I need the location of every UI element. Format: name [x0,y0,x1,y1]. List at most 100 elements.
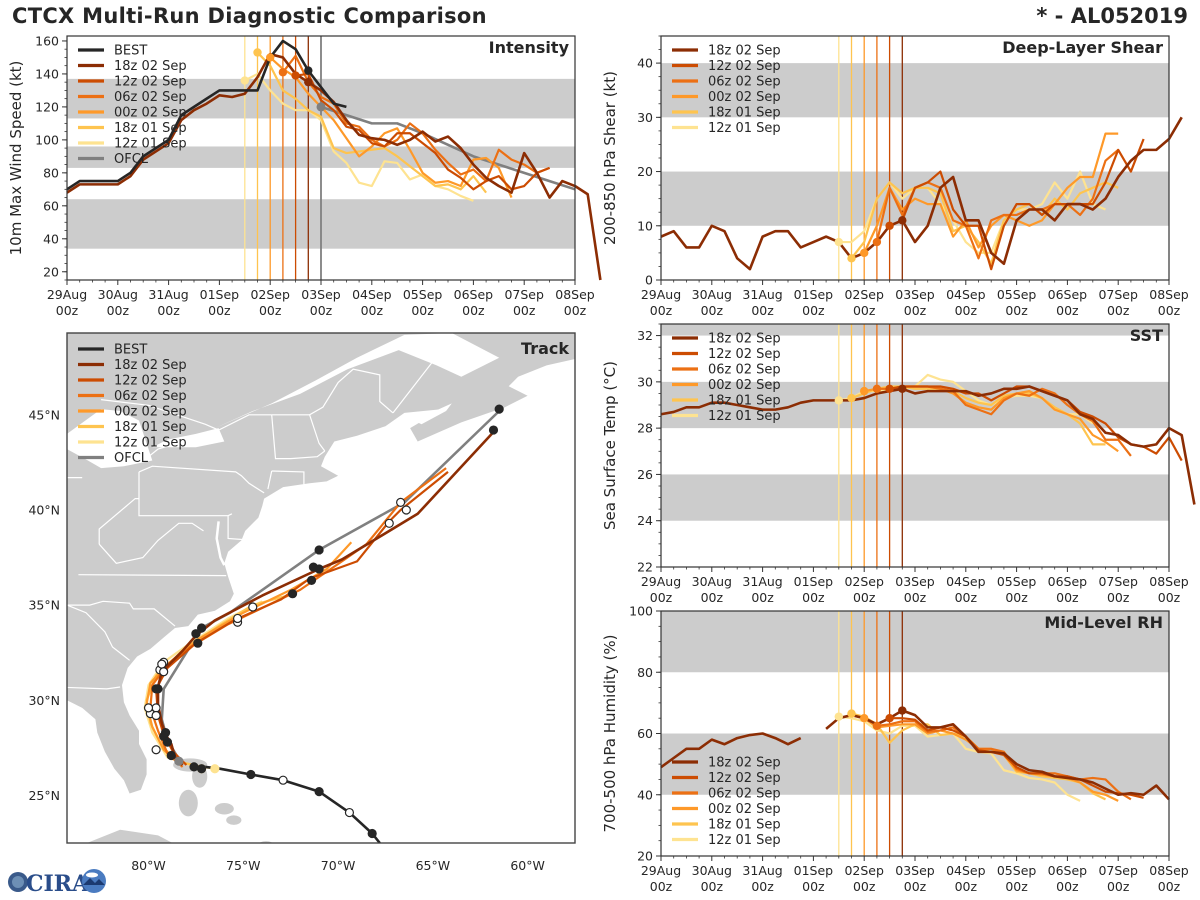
x-tick-label: 04Sep [352,287,392,302]
track-point-18z-02-sep [153,684,163,694]
map-frame [66,332,576,844]
x-tick-label: 01Sep [794,863,834,878]
y-tick-label: 100 [35,132,59,147]
storm-id: * - AL052019 [1036,4,1188,28]
init-marker-18z-02-sep [898,384,907,393]
init-marker-00z-02-sep [266,53,275,62]
political-border [138,471,233,517]
x-tick-label: 01Sep [794,574,834,589]
y-tick-label: 30 [637,374,653,389]
track-point-best [189,762,199,772]
x-tick-label: 30Aug [692,863,732,878]
x-tick-sublabel: 00z [1107,879,1130,894]
x-tick-label: 08Sep [1149,574,1189,589]
init-marker-12z-01-sep [834,237,843,247]
track-point-18z-02-sep [166,750,176,761]
political-border [392,353,443,414]
legend-label-00z-02-sep: 00z 02 Sep [708,90,781,105]
series-line-12z-01-sep [838,715,1081,802]
y-tick-label: 40 [637,787,653,802]
track-point-18z-02-sep [160,728,171,738]
x-tick-sublabel: 00z [802,879,825,894]
init-marker-06z-02-sep [872,384,882,393]
track-point-best [314,787,324,797]
x-tick-sublabel: 00z [1056,303,1079,318]
y-tick-label: 80 [637,665,653,680]
legend-label-best: BEST [114,343,147,358]
track-point-ofcl [174,756,184,766]
x-tick-sublabel: 00z [1107,590,1130,605]
y-tick-label: 26 [637,467,653,482]
legend-label-ofcl: OFCL [114,152,149,167]
x-tick-sublabel: 00z [701,879,724,894]
political-border [148,433,210,458]
x-tick-sublabel: 00z [513,303,536,318]
chesapeake-bay [215,521,226,566]
track-point-06z-02-sep [306,575,317,585]
x-tick-label: 30Aug [692,574,732,589]
bay-of-fundy [413,403,452,425]
y-tick-label: 20 [637,164,653,179]
init-marker-06z-02-sep [278,68,288,77]
track-point-12z-01-sep [210,764,220,774]
legend-label-00z-02-sep: 00z 02 Sep [708,802,781,817]
legend-label-06z-02-sep: 06z 02 Sep [708,363,781,378]
lon-tick-label: 65°W [416,858,451,873]
legend-label-12z-01-sep: 12z 01 Sep [114,436,187,451]
track-point-06z-02-sep [159,667,169,677]
x-tick-sublabel: 00z [1005,590,1028,605]
legend-label-18z-02-sep: 18z 02 Sep [708,332,781,347]
lon-tick-label: 80°W [131,858,166,873]
x-tick-label: 01Sep [200,287,240,302]
x-tick-label: 04Sep [946,574,986,589]
legend-label-ofcl: OFCL [114,451,149,466]
init-marker-00z-02-sep [860,386,869,396]
legend-label-06z-02-sep: 06z 02 Sep [708,787,781,802]
y-tick-label: 0 [645,273,653,288]
legend-label-18z-01-sep: 18z 01 Sep [708,394,781,409]
series-line-ofcl [320,105,576,191]
x-tick-label: 07Sep [1098,287,1138,302]
x-tick-sublabel: 00z [955,303,978,318]
x-tick-label: 06Sep [1048,574,1088,589]
init-marker-12z-01-sep [240,76,249,85]
legend-label-best: BEST [114,44,147,59]
x-tick-sublabel: 00z [1005,879,1028,894]
land-bahamas-island [259,841,273,843]
threshold-band [661,63,1169,118]
political-border [67,604,130,661]
x-tick-sublabel: 00z [853,303,876,318]
init-marker-00z-02-sep [860,713,869,723]
init-marker-12z-01-sep [834,712,843,721]
lat-tick-label: 45°N [28,407,60,422]
y-tick-label: 120 [35,99,59,114]
legend-label-18z-01-sep: 18z 01 Sep [708,818,781,833]
x-tick-sublabel: 00z [904,590,927,605]
y-tick-label: 40 [637,56,653,71]
political-border [271,470,305,486]
political-border [67,477,83,479]
legend-label-12z-02-sep: 12z 02 Sep [114,75,187,90]
init-marker-18z-02-sep [898,216,907,225]
x-tick-label: 06Sep [1048,863,1088,878]
legend-label-18z-01-sep: 18z 01 Sep [114,121,187,136]
rh-panel: 2040608010029Aug00z30Aug00z31Aug00z01Sep… [601,604,1189,895]
x-tick-sublabel: 00z [904,303,927,318]
x-tick-label: 30Aug [692,287,732,302]
init-marker-12z-01-sep [834,396,843,405]
x-tick-sublabel: 00z [650,590,673,605]
track-point-06z-02-sep [232,613,243,624]
x-tick-label: 31Aug [148,287,188,302]
x-tick-label: 06Sep [1048,287,1088,302]
track-point-best [278,775,288,785]
legend-label-12z-01-sep: 12z 01 Sep [708,833,781,848]
panel-title: Track [521,339,569,358]
x-tick-sublabel: 00z [955,590,978,605]
x-tick-label: 07Sep [1098,863,1138,878]
y-tick-label: 20 [637,849,653,864]
y-tick-label: 20 [43,264,59,279]
figure-title: CTCX Multi-Run Diagnostic Comparison [12,4,487,28]
y-axis-label: 200-850 hPa Shear (kt) [601,71,619,245]
y-axis-label: 10m Max Wind Speed (kt) [7,61,25,256]
x-tick-label: 05Sep [997,574,1037,589]
